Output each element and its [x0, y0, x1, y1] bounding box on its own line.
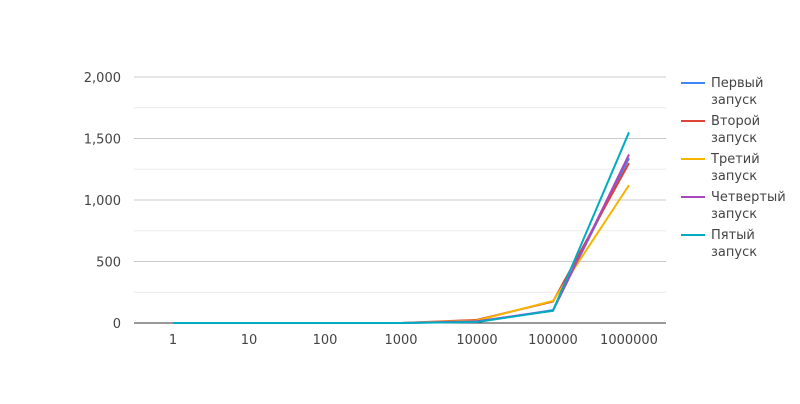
y-axis: 0 500 1,000 1,500 2,000	[84, 71, 121, 332]
legend: Первый запуск Второй запуск Третий запуск Четв…	[681, 76, 786, 260]
series-line	[173, 131, 630, 324]
series-line	[173, 184, 630, 324]
y-tick-label: 1,500	[84, 133, 121, 148]
legend-label: Третий запуск	[710, 152, 760, 184]
x-tick-label: 100	[313, 333, 338, 348]
series-line	[173, 154, 630, 324]
y-tick-label: 2,000	[84, 71, 121, 86]
legend-label: Первый запуск	[711, 76, 763, 108]
x-tick-label: 10000	[456, 333, 497, 348]
x-tick-label: 1000000	[600, 333, 658, 348]
x-tick-label: 100000	[528, 333, 578, 348]
x-tick-label: 1000	[384, 333, 417, 348]
y-tick-label: 500	[96, 256, 121, 271]
series-line	[173, 157, 630, 324]
series-line	[173, 162, 630, 324]
grid	[134, 76, 666, 293]
legend-label: Четвертый запуск	[711, 190, 786, 222]
x-tick-label: 10	[241, 333, 258, 348]
legend-label: Второй запуск	[711, 114, 760, 146]
y-tick-label: 0	[113, 317, 121, 332]
x-tick-label: 1	[169, 333, 177, 348]
series-lines	[173, 131, 630, 324]
x-axis: 1 10 100 1000 10000 100000 1000000	[134, 322, 666, 348]
legend-label: Пятый запуск	[711, 228, 757, 260]
y-tick-label: 1,000	[84, 194, 121, 209]
